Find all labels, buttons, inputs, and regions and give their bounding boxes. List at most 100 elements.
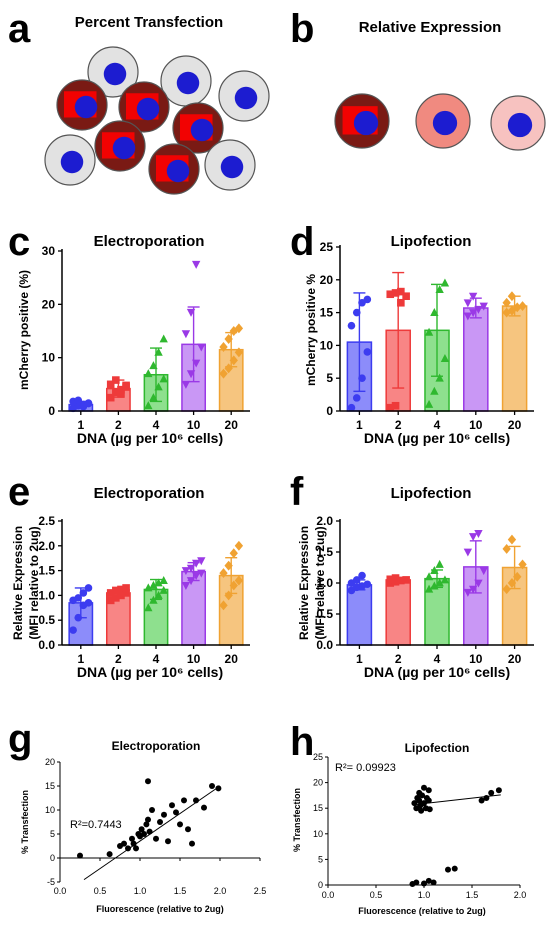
- data-point-e-2-7: [117, 585, 125, 594]
- x-axis-label-d: DNA (µg per 10⁶ cells): [364, 430, 510, 446]
- data-point-e-10-7: [191, 559, 201, 568]
- r-squared-label-g: R²=0.7443: [70, 819, 122, 831]
- data-point-e-4-4: [159, 585, 168, 594]
- scatter-chart-g: Electroporation 0.0 0.5 1.0 1.5 2.0 2.5 -5 0 5 10 1…: [20, 739, 266, 914]
- data-point-c-4-6: [149, 361, 158, 370]
- y-tick-d-5: 20: [320, 273, 334, 287]
- panel-letter-f: f: [290, 470, 304, 514]
- data-point-e-4-2: [149, 595, 158, 604]
- x-tick-e-4: 4: [153, 652, 160, 666]
- data-point-e-20-7: [229, 548, 238, 559]
- data-point-e-20-2: [224, 590, 233, 601]
- cell-a-2-nucleus: [176, 71, 200, 95]
- data-point-h-21: [445, 866, 451, 873]
- data-point-e-20-3: [229, 580, 238, 591]
- bar-group-d-20: [501, 291, 528, 412]
- data-point-c-2-5: [106, 380, 115, 389]
- data-point-f-2-5: [386, 575, 395, 584]
- data-point-d-20-5: [502, 297, 511, 308]
- cell-a-7-nucleus: [112, 136, 136, 160]
- chart-title-e: Electroporation: [94, 485, 205, 502]
- data-point-e-1-1: [69, 626, 77, 634]
- data-point-c-10-1: [181, 380, 191, 389]
- data-point-e-2-5: [106, 589, 115, 597]
- data-point-c-4-8: [159, 334, 168, 343]
- data-point-d-4-6: [430, 308, 439, 317]
- data-point-f-4-6: [430, 566, 439, 575]
- y-tick-f-4: 1.5: [316, 545, 333, 559]
- cell-a-9-nucleus: [166, 159, 190, 183]
- data-point-d-10-1: [463, 312, 473, 321]
- data-point-g-18: [153, 835, 159, 842]
- y-tick-f-5: 2.0: [316, 514, 333, 528]
- y-tick-f-1: 0.0: [316, 638, 333, 652]
- x-tick-g-3: 1.0: [134, 886, 147, 896]
- data-point-g-24: [177, 821, 183, 828]
- data-point-d-4-5: [424, 327, 434, 336]
- x-tick-h-2: 0.5: [370, 890, 383, 900]
- bar-group-d-1: [346, 292, 373, 412]
- data-point-f-2-6: [391, 574, 400, 582]
- bar-group-e-4: [143, 575, 169, 646]
- data-point-f-20-5: [502, 543, 511, 554]
- data-point-d-2-7: [397, 287, 405, 296]
- y-tick-g-1: -5: [47, 877, 55, 887]
- data-point-d-4-1: [424, 399, 434, 408]
- x-axis-label-g: Fluorescence (relative to 2ug): [96, 904, 224, 914]
- data-point-f-4-2: [430, 581, 439, 590]
- x-tick-d-1: 1: [356, 418, 363, 432]
- x-axis-label-f: DNA (µg per 10⁶ cells): [364, 664, 510, 680]
- data-point-g-29: [201, 804, 207, 811]
- y-tick-c-2: 10: [42, 351, 56, 365]
- y-tick-d-2: 5: [326, 371, 333, 385]
- x-tick-g-2: 0.5: [94, 886, 107, 896]
- data-point-f-20-6: [507, 534, 517, 545]
- data-point-h-17: [413, 879, 420, 886]
- bar-group-e-20: [218, 540, 244, 646]
- data-point-c-10-5: [181, 330, 191, 339]
- y-tick-e-4: 1.5: [38, 564, 55, 578]
- data-point-c-10-6: [186, 308, 196, 317]
- data-point-e-4-8: [159, 575, 168, 584]
- y-tick-e-6: 2.5: [38, 514, 55, 528]
- data-point-e-10-2: [186, 577, 196, 586]
- data-point-g-15: [145, 778, 151, 785]
- cell-a-5-nucleus: [136, 97, 160, 121]
- data-point-d-20-4: [518, 301, 527, 311]
- data-point-f-4-3: [435, 578, 444, 587]
- chart-title-g: Electroporation: [112, 739, 201, 753]
- data-point-c-4-1: [144, 401, 153, 410]
- bar-chart-d: Lipofection 1 2 4 10 20 0 5 10 15 20 25 mCherry posi…: [304, 233, 534, 446]
- data-point-c-10-2: [186, 370, 196, 379]
- cell-a-2: [160, 55, 212, 107]
- x-tick-d-2: 2: [395, 418, 402, 432]
- y-axis-label-g: % Transfection: [20, 790, 30, 854]
- bar-group-c-1: [68, 396, 94, 413]
- data-point-h-13: [425, 787, 432, 794]
- data-point-e-4-7: [154, 578, 163, 587]
- data-point-d-4-8: [440, 278, 450, 287]
- y-tick-d-6: 25: [320, 240, 334, 254]
- data-point-g-26: [185, 826, 191, 833]
- bar-chart-f: Lipofection 1 2 4 10 20 0.0 0.5 1.0 1.5 2.0 Relativ…: [297, 485, 534, 680]
- chart-title-h: Lipofection: [405, 741, 470, 755]
- data-point-h-15: [426, 806, 433, 813]
- y-tick-d-1: 0: [326, 404, 333, 418]
- bar-group-d-2: [385, 271, 411, 412]
- x-tick-c-4: 4: [153, 418, 160, 432]
- data-point-d-20-3: [513, 302, 522, 313]
- data-point-d-2-2: [391, 401, 400, 410]
- bar-group-c-10: [181, 260, 207, 412]
- data-point-c-20-1: [219, 368, 228, 379]
- data-point-e-1-6: [74, 594, 83, 602]
- scatter-chart-h: Lipofection 0.0 0.5 1.0 1.5 2.0 0 5 10 15 20 25 R²= …: [292, 741, 526, 916]
- data-point-e-2-3: [117, 591, 125, 600]
- y-tick-h-2: 5: [318, 854, 323, 864]
- data-point-e-1-8: [84, 584, 93, 592]
- data-point-c-4-7: [154, 347, 163, 356]
- x-tick-d-20: 20: [508, 418, 522, 432]
- data-point-c-4-3: [154, 382, 163, 391]
- y-tick-e-5: 2.0: [38, 539, 55, 553]
- cell-b-high: [334, 93, 390, 149]
